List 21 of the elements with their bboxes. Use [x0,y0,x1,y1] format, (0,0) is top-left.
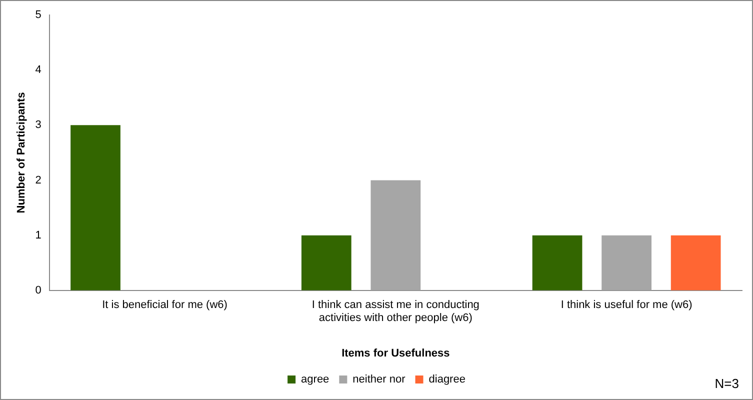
bar [670,235,721,290]
x-axis-title: Items for Usefulness [342,347,450,360]
y-tick-label: 1 [35,229,42,242]
x-tick-label: I think is useful for me (w6) [560,299,692,312]
y-tick-label: 0 [35,284,42,296]
legend-label: agree [301,374,330,386]
y-tick-label: 2 [35,174,42,186]
bar [370,180,421,290]
legend-label: neither nor [352,374,406,386]
bar [602,235,652,290]
bar [532,235,582,290]
y-tick-label: 4 [35,64,42,76]
x-tick-label: I think can assist me in conducting activities with other people (w6) [312,299,480,324]
bar [301,235,352,290]
bar [70,125,120,290]
text: N=3 [714,376,739,392]
y-axis-title: Number of Participants [16,92,28,214]
y-tick-label: 5 [35,9,42,22]
y-tick-label: 3 [35,119,42,132]
legend-label: diagree [428,374,466,386]
x-tick-label: It is beneficial for me (w6) [102,299,228,312]
